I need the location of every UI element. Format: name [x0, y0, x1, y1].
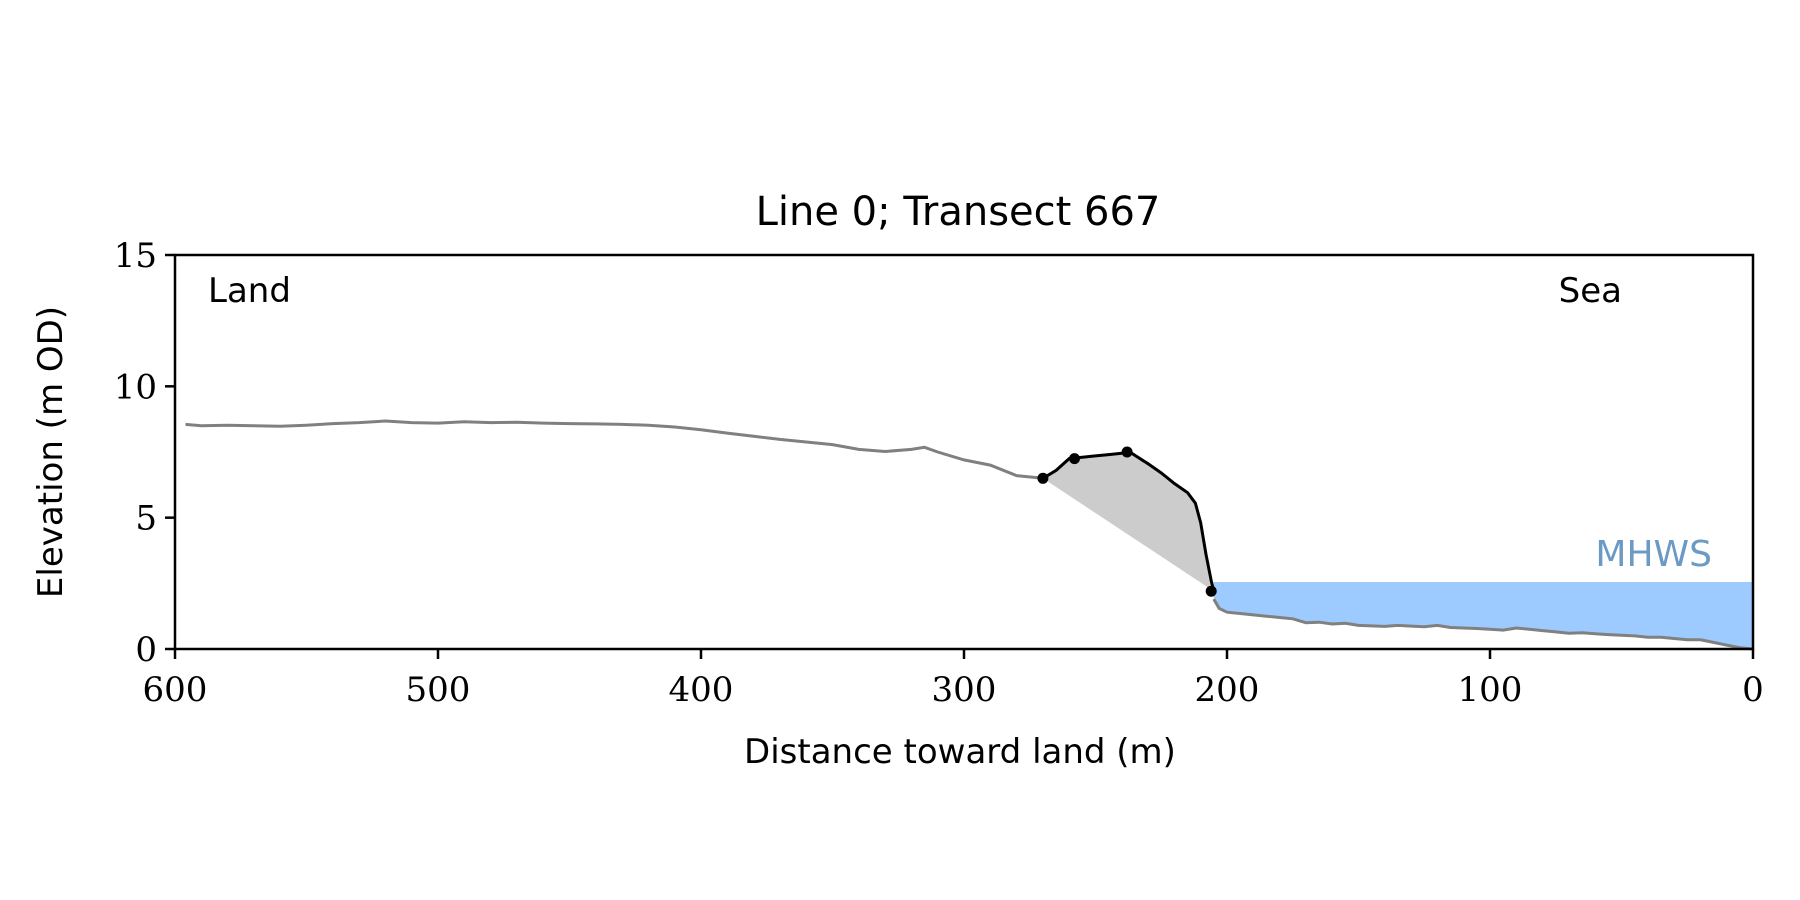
sea-label: Sea	[1559, 271, 1622, 311]
x-tick-label-0: 0	[1742, 670, 1764, 710]
mhws-sea-fill	[1213, 582, 1753, 649]
y-tick-label-15: 15	[114, 236, 157, 276]
feature-area-fill	[1042, 452, 1214, 592]
mhws-label: MHWS	[1595, 534, 1712, 575]
ground-profile-line-land	[185, 419, 1044, 480]
key-point-2	[1121, 446, 1133, 458]
key-point-0	[1037, 472, 1049, 484]
x-axis-label: Distance toward land (m)	[744, 732, 1176, 772]
x-tick-label-600: 600	[143, 670, 208, 710]
x-tick-label-300: 300	[932, 670, 997, 710]
y-tick-label-5: 5	[135, 499, 157, 539]
key-point-3	[1205, 585, 1217, 597]
x-tick-label-400: 400	[669, 670, 734, 710]
y-tick-label-10: 10	[114, 367, 157, 407]
land-label: Land	[208, 271, 291, 311]
y-axis-label: Elevation (m OD)	[31, 306, 71, 598]
ground-profile-line-sea	[1212, 598, 1754, 651]
chart-title: Line 0; Transect 667	[756, 189, 1161, 235]
x-tick-label-200: 200	[1195, 670, 1260, 710]
x-tick-label-100: 100	[1458, 670, 1523, 710]
key-point-1	[1069, 453, 1080, 465]
y-tick-label-0: 0	[135, 630, 157, 670]
x-tick-label-500: 500	[406, 670, 471, 710]
